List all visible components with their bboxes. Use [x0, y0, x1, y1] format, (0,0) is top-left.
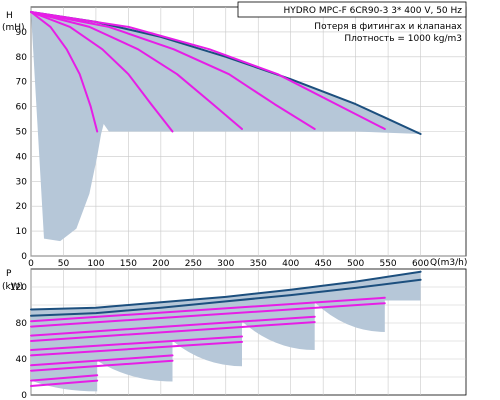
head-curve-4: [30, 11, 316, 130]
power-curve-2-lower: [30, 359, 174, 372]
head-curve-5: [30, 11, 386, 130]
power-max-curve-2: [30, 278, 422, 317]
flow-tick-label: 450: [315, 259, 332, 269]
power-y-tick-label: 0: [21, 391, 27, 400]
head-y-tick-label: 20: [16, 202, 28, 212]
head-curve-1: [30, 11, 99, 133]
head-y-tick-label: 10: [16, 227, 28, 237]
power-curve-3: [30, 335, 243, 351]
head-y-tick-label: 0: [21, 252, 27, 262]
head-y-tick-label: 80: [16, 53, 28, 63]
head-y-tick-label: 40: [16, 152, 28, 162]
power-y-tick-label: 80: [16, 319, 28, 329]
power-curve-4-lower: [30, 321, 316, 342]
power-curve-4: [30, 315, 316, 337]
power-panel: 0 40 80 120 P (kW): [2, 268, 467, 400]
head-curve-2: [30, 11, 174, 133]
power-curve-5: [30, 296, 386, 323]
power-y-tick-label: 120: [10, 283, 27, 293]
flow-tick-label: 100: [87, 259, 104, 269]
power-curves: [30, 296, 386, 387]
flow-tick-label: 0: [28, 259, 34, 269]
head-y-tick-label: 30: [16, 177, 28, 187]
power-curve-1-lower: [30, 379, 99, 387]
power-curve-3-lower: [30, 340, 243, 357]
flow-tick-label: 500: [347, 259, 364, 269]
power-y-ticks: 0 40 80 120: [10, 283, 27, 400]
head-axis-unit: (mH): [2, 23, 25, 33]
flow-tick-label: 200: [152, 259, 169, 269]
flow-tick-label: 550: [379, 259, 396, 269]
power-curve-5-lower: [30, 302, 386, 328]
flow-tick-label: 600: [412, 259, 429, 269]
head-panel: 0 10 20 30 40 50 60 70 80 90 0 50 100 150 200 250 300 35…: [2, 1, 467, 269]
annotation-density: Плотность = 1000 kg/m3: [344, 34, 462, 44]
flow-tick-label: 250: [185, 259, 202, 269]
head-axis-label: H: [6, 11, 13, 21]
power-axis-unit: (kW): [2, 282, 23, 292]
annotation-fittings: Потеря в фитингах и клапанах: [314, 22, 462, 32]
head-y-tick-label: 50: [16, 128, 28, 138]
title-box: HYDRO MPC-F 6CR90-3 3* 400 V, 50 Hz: [237, 1, 467, 18]
head-area-fill: [31, 12, 421, 242]
flow-tick-label: 300: [217, 259, 234, 269]
flow-axis-label: Q(m3/h): [430, 258, 467, 268]
head-y-tick-label: 70: [16, 78, 28, 88]
flow-tick-label: 350: [250, 259, 267, 269]
power-axis-label: P: [6, 269, 12, 279]
flow-tick-label: 50: [58, 259, 70, 269]
head-y-tick-label: 60: [16, 103, 28, 113]
power-curve-1: [30, 374, 99, 382]
power-max-curve-1: [30, 270, 422, 311]
head-y-tick-label: 90: [16, 28, 28, 38]
chart-title: HYDRO MPC-F 6CR90-3 3* 400 V, 50 Hz: [283, 6, 462, 16]
flow-tick-label: 400: [282, 259, 299, 269]
flow-tick-label: 150: [120, 259, 137, 269]
power-curve-2: [30, 354, 174, 367]
head-y-ticks: 0 10 20 30 40 50 60 70 80 90: [16, 28, 28, 262]
head-curves: [30, 11, 386, 133]
power-y-tick-label: 40: [16, 355, 28, 365]
head-curve-3: [30, 11, 243, 130]
head-x-ticks: 0 50 100 150 200 250 300 350 400 450 500 550 600: [28, 259, 429, 269]
